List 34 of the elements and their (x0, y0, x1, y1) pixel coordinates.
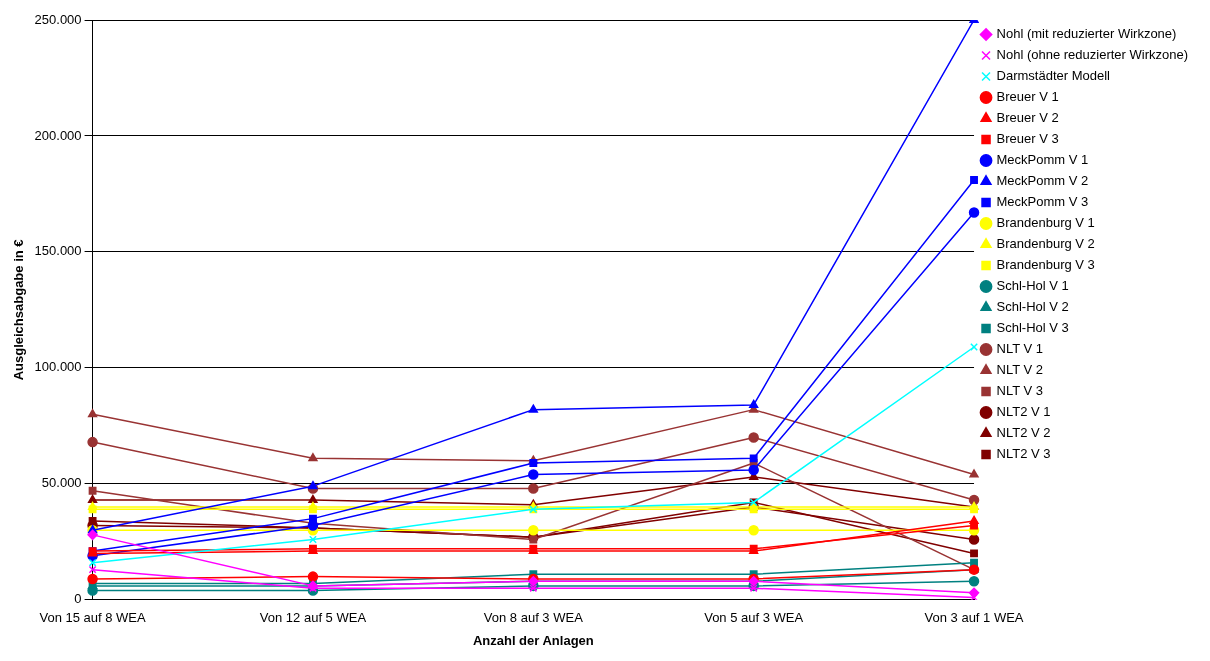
y-tick-label: 150.000 (34, 243, 82, 259)
x-tick-label: Von 3 auf 1 WEA (924, 610, 1024, 626)
legend-label: Nohl (ohne reduzierter Wirkzone) (996, 47, 1188, 63)
x-axis-title: Anzahl der Anlagen (472, 632, 594, 648)
legend-label: Breuer V 2 (996, 110, 1059, 126)
x-tick-label: Von 8 auf 3 WEA (483, 610, 584, 626)
legend-label: NLT2 V 3 (996, 446, 1051, 462)
legend-label: Nohl (mit reduzierter Wirkzone) (996, 26, 1177, 42)
y-tick-label: 100.000 (34, 359, 82, 375)
x-tick-label: Von 15 auf 8 WEA (39, 610, 147, 626)
legend-label: Schl-Hol V 1 (996, 278, 1069, 294)
legend-label: Schl-Hol V 2 (996, 299, 1069, 315)
y-axis-title: Ausgleichsabgabe in € (11, 239, 27, 381)
y-tick-label: 200.000 (34, 127, 82, 143)
legend-label: MeckPomm V 1 (996, 152, 1089, 168)
legend-label: NLT2 V 1 (996, 404, 1051, 420)
legend-label: Brandenburg V 2 (996, 236, 1095, 252)
x-tick-label: Von 12 auf 5 WEA (259, 610, 367, 626)
legend-label: Breuer V 1 (996, 89, 1059, 105)
legend-label: Breuer V 3 (996, 131, 1059, 147)
y-tick-label: 250.000 (34, 11, 82, 27)
legend-label: NLT2 V 2 (996, 425, 1051, 441)
legend-label: Brandenburg V 3 (996, 257, 1095, 273)
x-tick-label: Von 5 auf 3 WEA (704, 610, 804, 626)
legend-label: Darmstädter Modell (996, 68, 1111, 84)
y-tick-label: 50.000 (41, 475, 82, 491)
legend-label: MeckPomm V 3 (996, 194, 1089, 210)
legend-label: Brandenburg V 1 (996, 215, 1095, 231)
y-tick-label: 0 (74, 591, 82, 607)
legend-label: NLT V 2 (996, 362, 1044, 378)
legend-label: NLT V 1 (996, 341, 1044, 357)
legend-label: Schl-Hol V 3 (996, 320, 1069, 336)
legend-label: NLT V 3 (996, 383, 1044, 399)
legend-label: MeckPomm V 2 (996, 173, 1089, 189)
